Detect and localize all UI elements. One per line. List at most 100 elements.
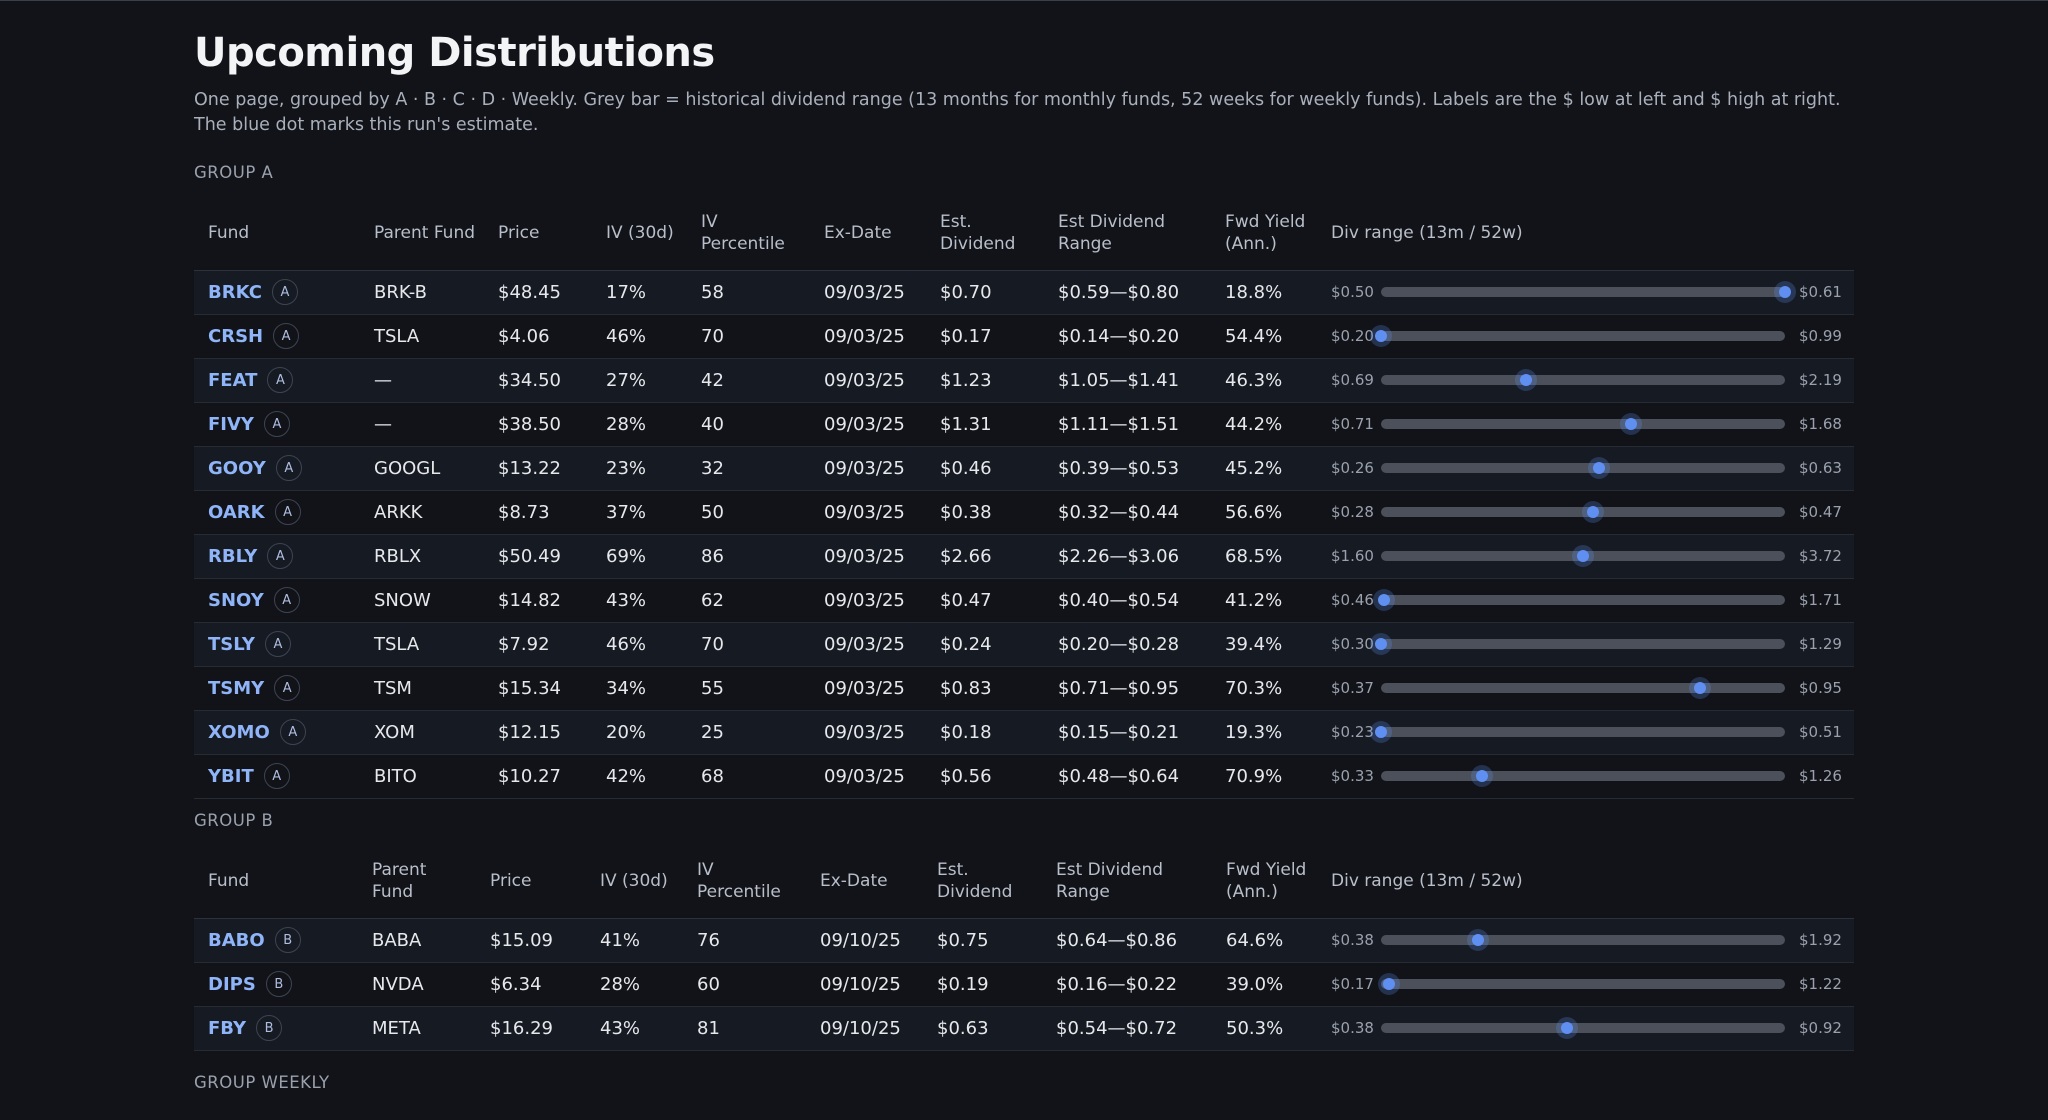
fund-cell: FIVY A (194, 402, 360, 446)
fund-ticker-link[interactable]: CRSH (208, 325, 264, 347)
price-cell: $15.09 (490, 929, 553, 951)
range-high-label: $1.29 (1799, 635, 1842, 653)
iv-percentile-cell: 60 (697, 973, 720, 995)
iv-percentile-cell: 42 (701, 369, 724, 391)
range-bar (1375, 330, 1785, 342)
fund-ticker-link[interactable]: GOOY (208, 457, 266, 479)
col-ex-date: Ex-Date (810, 196, 926, 271)
estimate-dot (1375, 330, 1387, 342)
iv-cell: 17% (606, 281, 647, 303)
est-dividend-range-cell: $2.26—$3.06 (1058, 545, 1180, 567)
div-range-cell: $0.17 $1.22 (1317, 962, 1854, 1006)
est-dividend-range-cell: $0.71—$0.95 (1058, 677, 1180, 699)
fund-ticker-link[interactable]: FBY (208, 1017, 247, 1039)
fwd-yield-cell: 39.0% (1226, 973, 1284, 995)
div-range-cell: $1.60 $3.72 (1317, 534, 1854, 578)
fund-cell: DIPS B (194, 962, 358, 1006)
est-dividend-cell: $0.18 (940, 721, 992, 743)
parent-fund-cell: BRK-B (374, 281, 427, 303)
range-bar (1378, 594, 1785, 606)
ex-date-cell: 09/03/25 (824, 545, 905, 567)
ex-date-cell: 09/03/25 (824, 677, 905, 699)
table-row: RBLY A RBLX $50.49 69% 86 09/03/25 $2.66 $2.26—$… (194, 534, 1854, 578)
col-div-range: Div range (13m / 52w) (1317, 196, 1854, 271)
fund-ticker-link[interactable]: OARK (208, 501, 265, 523)
fund-ticker-link[interactable]: TSMY (208, 677, 265, 699)
range-low-label: $0.38 (1331, 931, 1374, 949)
range-high-label: $0.61 (1799, 283, 1842, 301)
iv-cell: 46% (606, 633, 647, 655)
est-dividend-range-cell: $0.39—$0.53 (1058, 457, 1180, 479)
iv-percentile-cell: 70 (701, 633, 724, 655)
fund-cell: GOOY A (194, 446, 360, 490)
fund-ticker-link[interactable]: FIVY (208, 413, 254, 435)
est-dividend-range-cell: $0.54—$0.72 (1056, 1017, 1178, 1039)
est-dividend-cell: $0.56 (940, 765, 992, 787)
col-iv: IV (30d) (586, 844, 683, 919)
range-high-label: $1.26 (1799, 767, 1842, 785)
estimate-dot (1383, 978, 1396, 990)
parent-fund-cell: — (374, 413, 392, 435)
range-high-label: $1.68 (1799, 415, 1842, 433)
price-cell: $38.50 (498, 413, 561, 435)
fwd-yield-cell: 46.3% (1225, 369, 1283, 391)
parent-fund-cell: GOOGL (374, 457, 441, 479)
iv-cell: 34% (606, 677, 647, 699)
range-bar (1381, 934, 1785, 946)
fund-ticker-link[interactable]: RBLY (208, 545, 258, 567)
fund-ticker-link[interactable]: TSLY (208, 633, 255, 655)
fund-cell: SNOY A (194, 578, 360, 622)
group-badge: A (263, 411, 290, 437)
page-subtitle: One page, grouped by A · B · C · D · Wee… (194, 90, 1841, 135)
est-dividend-range-cell: $0.15—$0.21 (1058, 721, 1180, 743)
iv-cell: 46% (606, 325, 647, 347)
estimate-dot (1560, 1022, 1573, 1034)
iv-percentile-cell: 76 (697, 929, 720, 951)
table-row: OARK A ARKK $8.73 37% 50 09/03/25 $0.38 $0.32—$0… (194, 490, 1854, 534)
fund-ticker-link[interactable]: BRKC (208, 281, 262, 303)
group-badge: A (275, 455, 302, 481)
range-bar (1375, 638, 1785, 650)
iv-cell: 42% (606, 765, 647, 787)
fwd-yield-cell: 70.3% (1225, 677, 1283, 699)
fund-ticker-link[interactable]: BABO (208, 929, 265, 951)
parent-fund-cell: TSM (374, 677, 412, 699)
est-dividend-cell: $2.66 (940, 545, 992, 567)
iv-cell: 23% (606, 457, 647, 479)
fund-ticker-link[interactable]: YBIT (208, 765, 254, 787)
group-weekly-label: GROUP WEEKLY (194, 1073, 330, 1092)
price-cell: $16.29 (490, 1017, 553, 1039)
fund-cell: BRKC A (194, 270, 360, 314)
estimate-dot (1625, 418, 1638, 430)
fwd-yield-cell: 45.2% (1225, 457, 1283, 479)
fund-ticker-link[interactable]: XOMO (208, 721, 270, 743)
estimate-dot (1694, 682, 1707, 694)
table-row: CRSH A TSLA $4.06 46% 70 09/03/25 $0.17 $0.14—$0… (194, 314, 1854, 358)
price-cell: $14.82 (498, 589, 561, 611)
fund-cell: OARK A (194, 490, 360, 534)
range-bar (1381, 286, 1791, 298)
iv-cell: 37% (606, 501, 647, 523)
range-bar (1375, 726, 1785, 738)
estimate-dot (1375, 726, 1387, 738)
group-a-body: BRKC A BRK-B $48.45 17% 58 09/03/25 $0.70 $0.59—… (194, 270, 1854, 798)
range-low-label: $0.33 (1331, 767, 1374, 785)
group-badge: A (273, 587, 300, 613)
fund-ticker-link[interactable]: FEAT (208, 369, 258, 391)
col-iv-percentile: IV Percentile (687, 196, 810, 271)
fund-ticker-link[interactable]: DIPS (208, 973, 256, 995)
fund-ticker-link[interactable]: SNOY (208, 589, 264, 611)
estimate-dot (1476, 770, 1488, 782)
group-badge: A (274, 675, 301, 701)
est-dividend-range-cell: $1.05—$1.41 (1058, 369, 1180, 391)
iv-percentile-cell: 32 (701, 457, 724, 479)
est-dividend-range-cell: $0.40—$0.54 (1058, 589, 1180, 611)
estimate-dot (1593, 462, 1606, 474)
range-high-label: $1.71 (1799, 591, 1842, 609)
fwd-yield-cell: 18.8% (1225, 281, 1283, 303)
fwd-yield-cell: 44.2% (1225, 413, 1283, 435)
table-row: BABO B BABA $15.09 41% 76 09/10/25 $0.75 $0.64—$… (194, 918, 1854, 962)
ex-date-cell: 09/03/25 (824, 325, 905, 347)
col-est-dividend: Est. Dividend (923, 844, 1042, 919)
iv-percentile-cell: 40 (701, 413, 724, 435)
